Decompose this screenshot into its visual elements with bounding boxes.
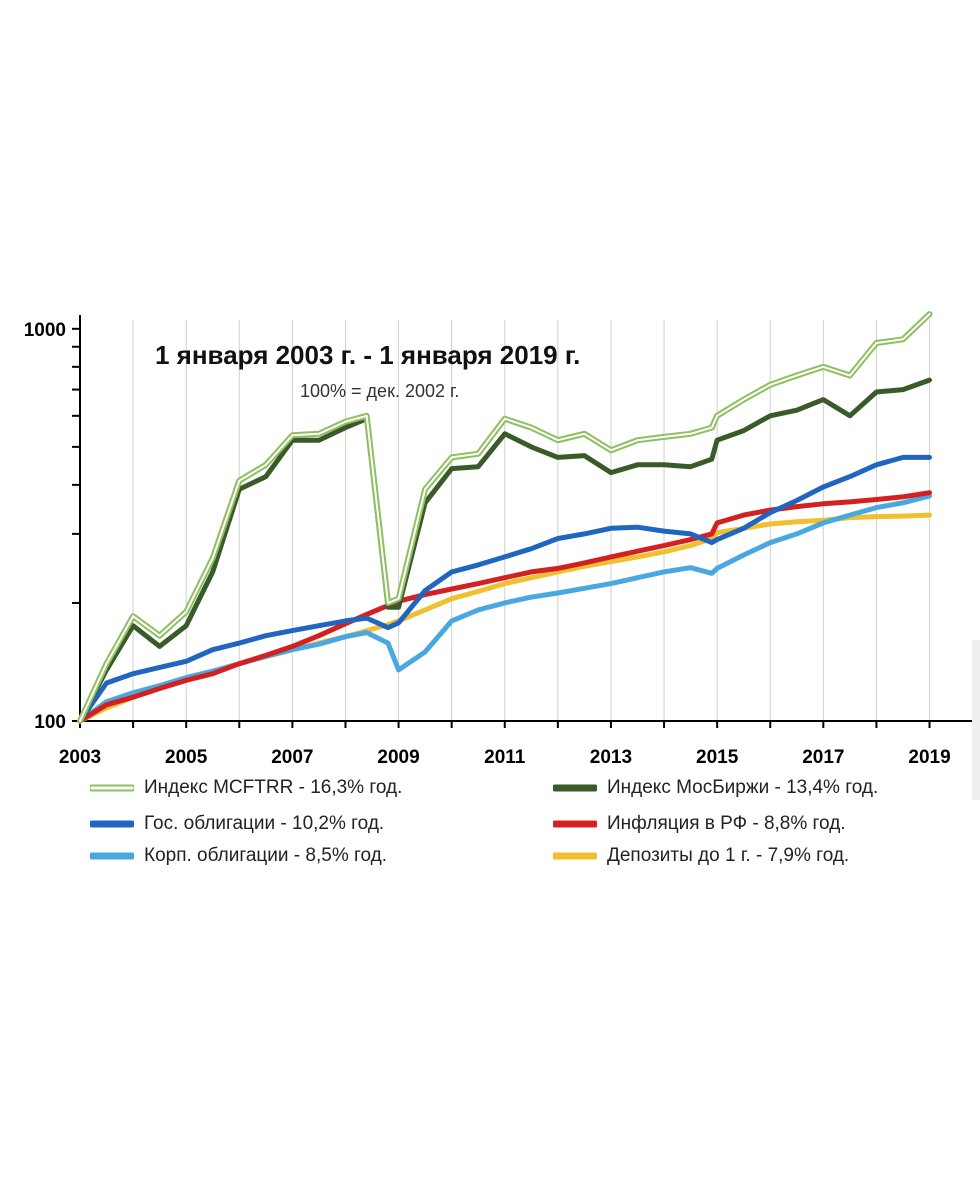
x-tick-label: 2005 (165, 747, 208, 768)
tick-labels: 2003 2005 2007 2009 2011 2013 2015 2017 2019 100 1… (24, 320, 951, 768)
x-tick-label: 2015 (696, 747, 739, 768)
series-индекс-mcftrr-inner (79, 313, 931, 722)
chart-subtitle: 100% = дек. 2002 г. (300, 381, 459, 401)
series-индекс-мосбиржи (77, 377, 932, 724)
axes (72, 315, 972, 728)
x-tick-label: 2007 (271, 747, 313, 768)
x-tick-label: 2013 (590, 747, 632, 768)
x-tick-label: 2019 (908, 747, 950, 768)
series-lines (77, 311, 933, 724)
x-tick-label: 2011 (484, 747, 526, 768)
x-tick-label: 2003 (59, 747, 101, 768)
chart-title: 1 января 2003 г. - 1 января 2019 г. (155, 340, 580, 370)
x-tick-label: 2009 (377, 747, 419, 768)
y-tick-label: 100 (34, 712, 66, 733)
x-tick-label: 2017 (802, 747, 844, 768)
right-edge-border (972, 640, 980, 800)
series-гос-облигации (77, 454, 932, 724)
y-tick-label: 1000 (24, 320, 66, 341)
